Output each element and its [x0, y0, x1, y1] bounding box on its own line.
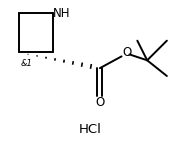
Text: &1: &1 — [21, 59, 33, 68]
Text: O: O — [123, 46, 132, 59]
Text: NH: NH — [53, 7, 70, 20]
Text: HCl: HCl — [79, 123, 102, 136]
Text: O: O — [95, 96, 105, 109]
